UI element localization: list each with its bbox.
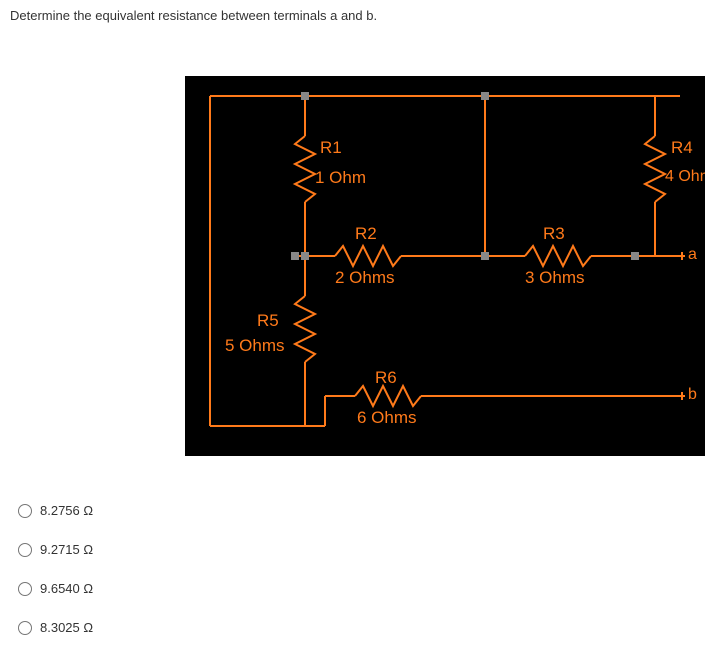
label-r3-name: R3 — [543, 224, 565, 244]
option-radio-3[interactable] — [18, 621, 32, 635]
label-r1-name: R1 — [320, 138, 342, 158]
circuit-svg — [185, 76, 705, 456]
option-label: 9.6540 Ω — [40, 581, 93, 596]
label-r6-value: 6 Ohms — [357, 408, 417, 428]
label-r3-value: 3 Ohms — [525, 268, 585, 288]
label-r4-name: R4 — [671, 138, 693, 158]
label-r5-value: 5 Ohms — [225, 336, 285, 356]
label-r5-name: R5 — [257, 311, 279, 331]
label-r2-value: 2 Ohms — [335, 268, 395, 288]
option-radio-1[interactable] — [18, 543, 32, 557]
option-row[interactable]: 8.3025 Ω — [18, 608, 718, 647]
option-radio-2[interactable] — [18, 582, 32, 596]
label-r1-value: 1 Ohm — [315, 168, 366, 188]
label-r4-value: 4 Ohms — [665, 168, 705, 186]
circuit-diagram: R1 1 Ohm R4 4 Ohms R2 2 Ohms R3 3 Ohms R… — [185, 76, 705, 456]
label-r2-name: R2 — [355, 224, 377, 244]
terminal-b-label: b — [688, 386, 697, 404]
circuit-container: R1 1 Ohm R4 4 Ohms R2 2 Ohms R3 3 Ohms R… — [185, 76, 718, 456]
option-label: 8.2756 Ω — [40, 503, 93, 518]
question-prompt: Determine the equivalent resistance betw… — [0, 0, 718, 31]
answer-options: 8.2756 Ω 9.2715 Ω 9.6540 Ω 8.3025 Ω — [0, 491, 718, 647]
label-r6-name: R6 — [375, 368, 397, 388]
option-row[interactable]: 9.6540 Ω — [18, 569, 718, 608]
option-label: 8.3025 Ω — [40, 620, 93, 635]
terminal-a-label: a — [688, 246, 697, 264]
option-radio-0[interactable] — [18, 504, 32, 518]
option-row[interactable]: 8.2756 Ω — [18, 491, 718, 530]
option-row[interactable]: 9.2715 Ω — [18, 530, 718, 569]
option-label: 9.2715 Ω — [40, 542, 93, 557]
